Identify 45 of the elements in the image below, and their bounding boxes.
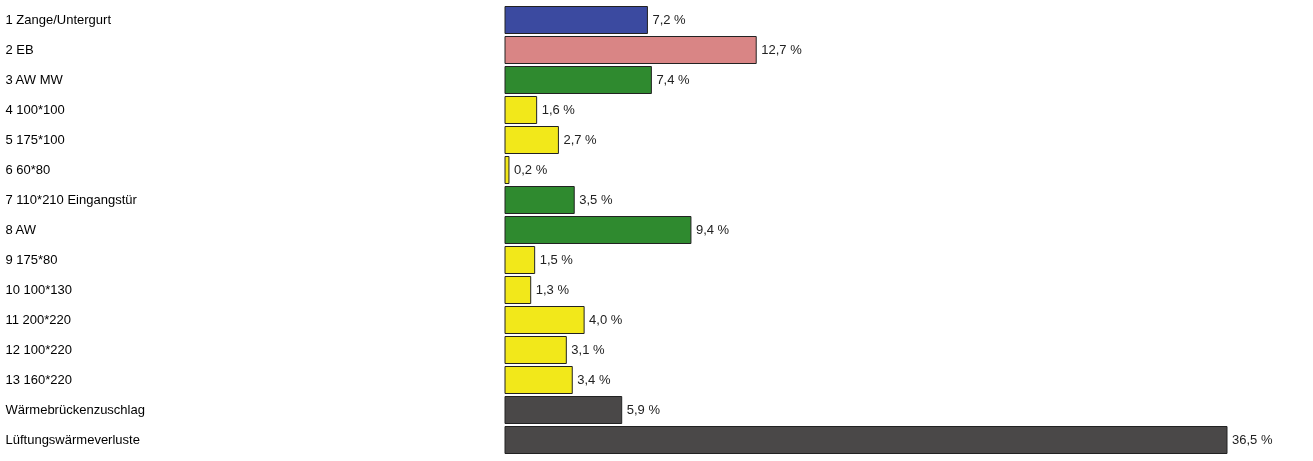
data-label: 1,3 % xyxy=(535,282,570,297)
data-label: 3,4 % xyxy=(577,372,611,387)
y-tick-label: 10 100*130 xyxy=(5,282,73,297)
bar xyxy=(504,186,575,214)
bar xyxy=(504,36,757,64)
y-tick-label: 12 100*220 xyxy=(5,342,73,357)
data-label: 1,6 % xyxy=(541,102,576,117)
y-tick-label: 9 175*80 xyxy=(5,252,58,267)
data-label: 3,1 % xyxy=(571,342,605,357)
y-tick-label: 4 100*100 xyxy=(5,102,65,117)
bar xyxy=(504,306,585,334)
data-label: 9,4 % xyxy=(695,222,730,237)
data-label: 12,7 % xyxy=(761,42,803,57)
bar xyxy=(504,66,652,94)
data-label: 4,0 % xyxy=(589,312,623,327)
y-tick-label: 7 110*210 Eingangstür xyxy=(5,192,138,207)
y-tick-label: 11 200*220 xyxy=(5,312,72,327)
y-tick-label: 6 60*80 xyxy=(5,162,51,177)
bar xyxy=(504,366,573,394)
data-label: 7,4 % xyxy=(656,72,691,87)
bar xyxy=(504,216,692,244)
y-tick-label: Wärmebrückenzuschlag xyxy=(5,402,145,417)
data-label: 7,2 % xyxy=(652,12,687,27)
bar xyxy=(504,126,559,154)
y-tick-label: 2 EB xyxy=(5,42,34,57)
y-tick-label: 5 175*100 xyxy=(5,132,65,147)
bar xyxy=(504,96,538,124)
y-tick-label: Lüftungswärmeverluste xyxy=(5,432,140,447)
data-label: 5,9 % xyxy=(626,402,661,417)
y-tick-label: 3 AW MW xyxy=(5,72,64,87)
bar xyxy=(504,276,532,304)
bar xyxy=(504,6,648,34)
y-tick-label: 1 Zange/Untergurt xyxy=(5,12,112,27)
bar xyxy=(504,246,536,274)
data-label: 1,5 % xyxy=(539,252,574,267)
bar xyxy=(504,336,567,364)
data-label: 2,7 % xyxy=(563,132,598,147)
y-tick-label: 13 160*220 xyxy=(5,372,73,387)
data-label: 3,5 % xyxy=(579,192,613,207)
data-label: 0,2 % xyxy=(513,162,548,177)
y-tick-label: 8 AW xyxy=(5,222,37,237)
bar xyxy=(504,156,510,184)
bar xyxy=(504,426,1228,454)
data-label: 36,5 % xyxy=(1232,432,1273,447)
bar xyxy=(504,396,623,424)
